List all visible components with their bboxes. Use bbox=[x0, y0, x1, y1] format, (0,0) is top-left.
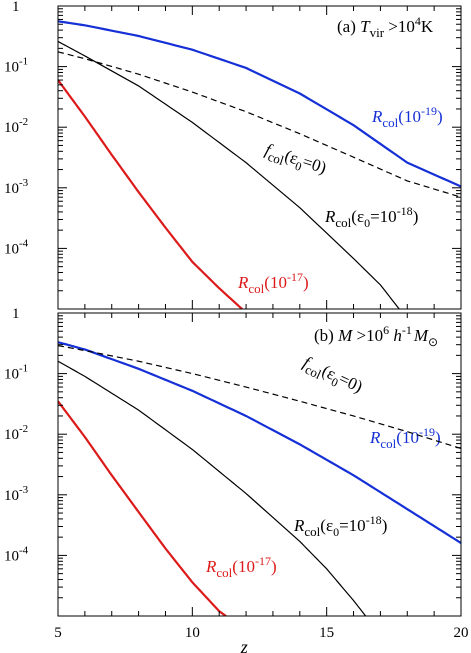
y-tick-label: 10-4 bbox=[4, 544, 29, 564]
y-tick-label: 10-4 bbox=[4, 237, 29, 257]
panel-label: (a) Tvir >104K bbox=[337, 14, 434, 40]
series-line-0 bbox=[58, 20, 461, 188]
x-tick-label: 20 bbox=[454, 625, 469, 641]
series-label-3: Rcol(10-17) bbox=[205, 554, 277, 580]
x-tick-label: 10 bbox=[185, 625, 200, 641]
series-line-0 bbox=[58, 341, 461, 544]
y-tick-label: 10-2 bbox=[4, 423, 28, 443]
series-label-1: fcol(ε0=0) bbox=[299, 352, 366, 400]
series-label-2: Rcol(ε0=10-18) bbox=[324, 204, 418, 230]
y-tick-label: 10-1 bbox=[4, 56, 28, 76]
series-line-1 bbox=[58, 344, 461, 450]
y-tick-label: 10-2 bbox=[4, 116, 28, 136]
series-line-3 bbox=[58, 400, 227, 616]
chart-panel-b: Rcol(10-19)fcol(ε0=0) Rcol(ε0=10-18) Rcol(… bbox=[4, 306, 469, 653]
series-label-1: fcol(ε0=0) bbox=[262, 140, 329, 181]
series-label-0: Rcol(10-19) bbox=[371, 104, 443, 130]
x-tick-label: 5 bbox=[54, 625, 62, 641]
y-tick-label: 10-3 bbox=[4, 484, 29, 504]
panel-label: (b) M >106 h-1 M⊙ bbox=[314, 323, 438, 349]
series-line-3 bbox=[58, 79, 243, 309]
x-axis-label: z bbox=[240, 637, 248, 653]
series-label-0: Rcol(10-19) bbox=[369, 425, 441, 451]
series-line-2 bbox=[58, 360, 367, 616]
y-tick-label: 1 bbox=[12, 0, 20, 15]
series-line-2 bbox=[58, 40, 400, 309]
x-tick-label: 15 bbox=[319, 625, 334, 641]
y-tick-label: 1 bbox=[12, 306, 20, 322]
series-label-2: Rcol(ε0=10-18) bbox=[293, 513, 387, 539]
plot-frame bbox=[57, 312, 462, 617]
series-line-1 bbox=[58, 51, 461, 198]
plot-frame bbox=[57, 5, 462, 310]
chart-panel-a: Rcol(10-19) fcol(ε0=0) Rcol(ε0=10-18) Rcol(… bbox=[4, 0, 462, 310]
series-label-3: Rcol(10-17) bbox=[237, 270, 309, 296]
y-tick-label: 10-1 bbox=[4, 363, 28, 383]
y-tick-label: 10-3 bbox=[4, 177, 29, 197]
